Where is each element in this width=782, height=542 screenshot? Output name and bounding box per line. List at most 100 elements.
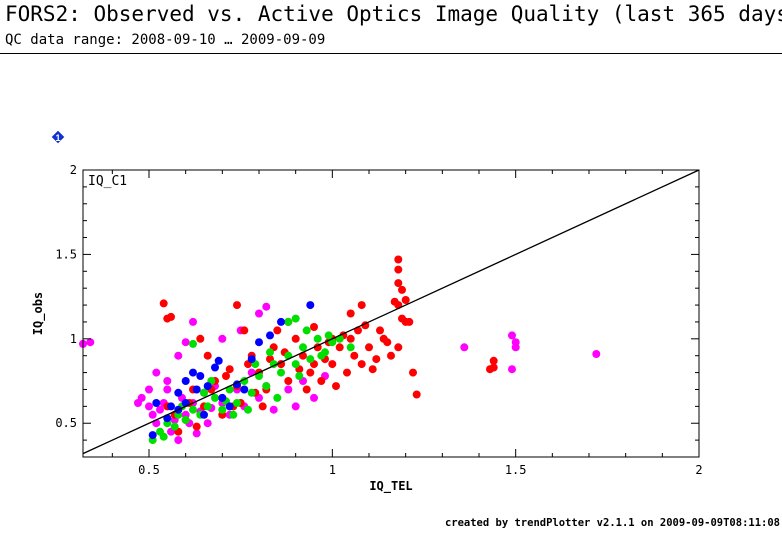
plot-area [82,169,700,458]
data-point [196,372,205,380]
data-point [163,377,172,385]
data-point [189,317,197,326]
data-point [273,393,282,402]
data-point [86,338,95,347]
data-point [255,338,263,347]
data-point [394,279,403,288]
data-point [218,334,227,343]
data-point [409,368,417,377]
data-point [211,363,219,372]
data-point [200,388,208,397]
page-title: FORS2: Observed vs. Active Optics Image … [5,2,782,26]
data-point [211,393,219,402]
data-point [148,410,157,419]
data-point [357,301,366,310]
data-point [203,351,212,360]
data-point [134,399,142,407]
data-points [79,255,601,445]
y-tick-label: 2 [70,163,77,177]
data-point [302,326,311,335]
data-point [181,415,190,424]
data-point [247,388,256,397]
data-point [401,296,410,304]
data-point [233,399,241,407]
x-tick-label: 2 [695,463,702,477]
data-point [350,351,359,360]
y-tick-label: 1.5 [55,247,77,261]
data-point [266,348,274,357]
data-point [266,331,274,340]
data-point [159,299,168,308]
data-point [167,312,175,321]
data-point [310,393,318,402]
data-point [258,402,267,411]
data-point [174,436,183,445]
data-point [295,372,304,380]
data-point [225,365,234,374]
data-point [189,339,197,348]
data-point [148,431,157,440]
data-point [189,368,197,377]
axis-ticks: 0.5 1 1.5 2 0.5 1 1.5 2 [55,163,702,477]
data-point [225,402,234,411]
y-tick-label: 1 [70,332,77,346]
data-point [170,422,179,431]
data-point [203,402,212,411]
data-point [592,350,601,358]
data-point [291,334,300,343]
data-point [317,377,326,385]
data-point [284,317,293,326]
data-point [273,326,282,335]
header-divider [0,53,782,54]
data-point [192,385,201,394]
data-point [328,360,337,369]
data-point [255,309,263,318]
data-point [460,343,469,352]
qc-date-range: QC data range: 2008-09-10 … 2009-09-09 [5,32,326,48]
diamond-icon: 1 [50,129,66,145]
data-point [200,410,208,419]
data-point [145,385,153,394]
marker-label: 1 [55,133,60,143]
data-point [387,351,395,360]
data-point [240,326,249,335]
data-point [152,399,161,407]
data-point [196,334,205,343]
data-point [214,356,223,365]
data-point [302,385,311,394]
data-point [394,265,403,274]
data-point [306,368,315,377]
data-point [284,385,293,394]
data-point [376,326,384,335]
data-point [306,301,315,310]
data-point [240,385,249,394]
data-point [405,317,414,326]
data-point [167,402,175,411]
data-point [284,377,293,385]
data-point [508,331,516,340]
data-point [181,338,190,347]
data-point [332,382,340,391]
data-point [372,355,381,364]
data-point [317,351,326,360]
data-point [291,360,300,369]
data-point [156,405,164,414]
data-point [262,382,271,391]
data-point [192,429,201,438]
data-point [181,377,190,385]
data-point [346,343,355,352]
data-point [145,402,153,411]
data-point [244,405,252,414]
data-point [192,422,201,431]
data-point [203,382,212,391]
data-point [511,343,520,352]
y-axis-title: IQ_obs [31,292,46,335]
data-point [262,302,271,311]
data-point [368,365,377,374]
x-tick-label: 1.5 [505,463,527,477]
identity-line [82,169,700,455]
data-point [229,410,238,419]
data-point [489,356,498,365]
data-point [163,385,172,394]
data-point [152,368,161,377]
